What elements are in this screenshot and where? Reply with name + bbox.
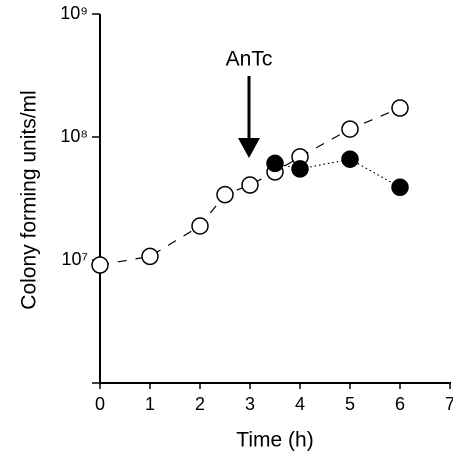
x-tick-label: 7 [445,394,453,414]
series-line [99,107,401,266]
y-axis-label: Colony forming units/ml [18,90,41,309]
x-tick-label: 6 [395,394,405,414]
y-tick-label: 10⁷ [61,249,88,269]
data-point [266,154,284,173]
data-point [91,256,109,274]
data-point [141,247,159,266]
annotation-arrow [238,76,260,158]
x-tick-label: 2 [195,394,205,414]
x-tick-label: 5 [345,394,355,414]
data-point [241,176,259,194]
data-point [216,185,234,204]
x-tick-label: 4 [295,394,305,414]
x-tick-label: 1 [145,394,155,414]
data-point [341,150,359,168]
y-tick-label: 10⁹ [60,3,88,23]
data-point [191,217,209,235]
data-point [391,178,409,197]
data-point [291,160,309,178]
y-tick-label: 10⁸ [60,126,88,146]
x-tick-label: 0 [95,394,105,414]
data-point [391,99,409,117]
data-point [341,120,359,138]
x-axis-label: Time (h) [236,429,313,452]
annotation: AnTc [226,48,273,71]
x-tick-label: 3 [245,394,255,414]
